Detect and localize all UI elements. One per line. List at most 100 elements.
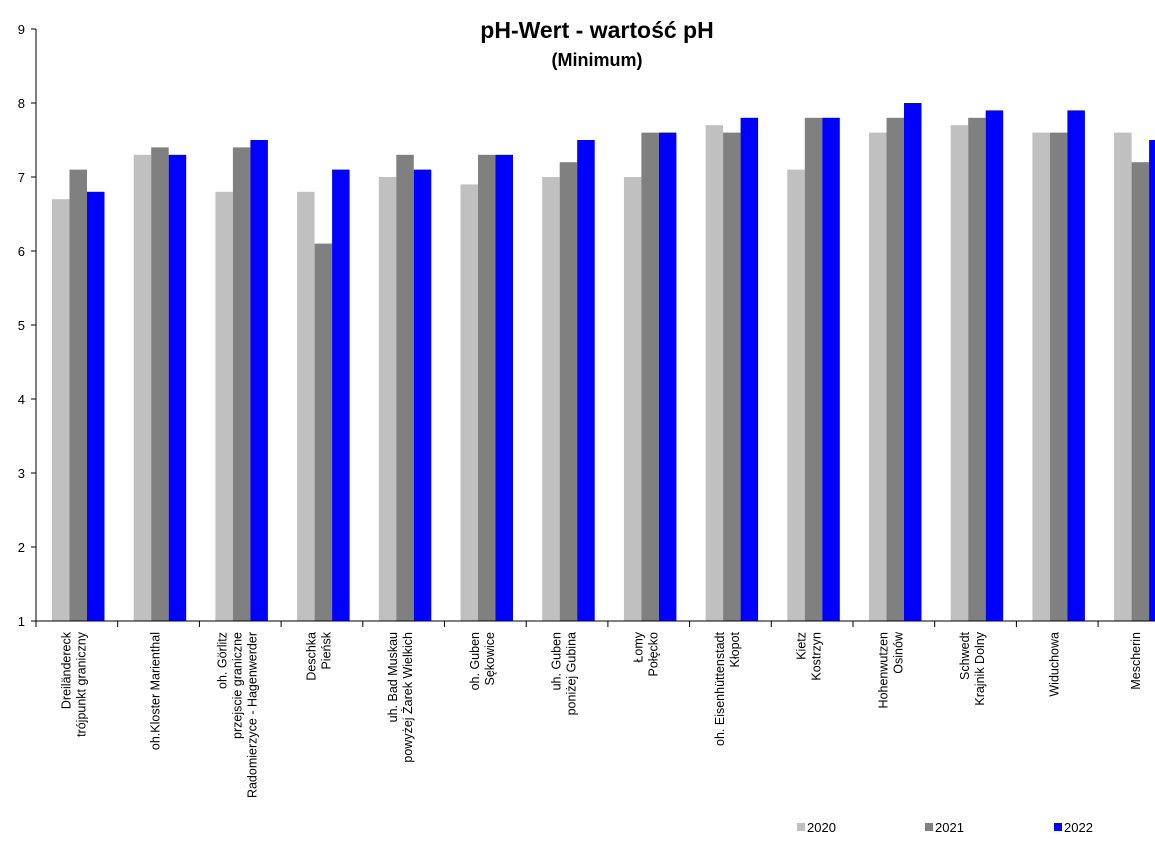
y-tick-label-4: 4 [18, 392, 25, 407]
chart-subtitle: (Minimum) [552, 50, 643, 70]
x-category-12: Widuchowa [1047, 632, 1061, 697]
bar-2021-1 [151, 147, 169, 621]
x-category-label-13-0: Mescherin [1129, 632, 1143, 690]
bar-2021-11 [968, 117, 986, 622]
legend-label-2022: 2022 [1064, 820, 1093, 835]
legend-label-2020: 2020 [807, 820, 836, 835]
bar-2022-12 [1067, 110, 1085, 622]
bar-2020-7 [623, 177, 642, 621]
bar-2021-7 [641, 132, 659, 621]
x-category-labels: Dreiländereck trójpunkt graniczny oh.Klost… [59, 631, 1143, 798]
y-tick-label-7: 7 [18, 170, 25, 185]
x-category-6: uh. Guben poniżej Gubina [550, 632, 579, 715]
x-category-label-11-0: Schwedt [958, 631, 972, 679]
bar-2022-8 [740, 117, 759, 622]
y-tick-label-3: 3 [18, 466, 25, 481]
x-category-label-5-1: Sękowice [483, 632, 497, 686]
x-category-label-6-0: uh. Guben [550, 632, 564, 690]
x-category-0: Dreiländereck trójpunkt graniczny [59, 631, 88, 737]
bar-2022-4 [413, 169, 432, 621]
x-category-11: Schwedt Krajnik Dolny [958, 631, 987, 705]
bar-2020-11 [950, 125, 969, 621]
x-category-label-11-1: Krajnik Dolny [973, 631, 987, 705]
x-category-label-3-0: Deschka [305, 632, 319, 681]
legend: 2020 2021 2022 [797, 820, 1093, 835]
bars-group [52, 103, 1155, 622]
x-category-label-2-2: Radomierzyce - Hagenwerder [245, 632, 259, 798]
bar-2021-5 [478, 154, 496, 622]
legend-swatch-2022 [1054, 823, 1062, 831]
x-category-label-0-0: Dreiländereck [59, 631, 73, 709]
bar-2020-9 [787, 169, 805, 621]
x-category-label-12-0: Widuchowa [1047, 632, 1061, 697]
bar-2022-11 [985, 110, 1004, 622]
y-tick-label-9: 9 [18, 22, 25, 37]
bar-2022-2 [250, 140, 268, 621]
bar-2021-2 [232, 147, 251, 621]
legend-label-2021: 2021 [935, 820, 964, 835]
x-category-3: Deschka Pieńsk [305, 631, 334, 680]
bar-2020-3 [297, 191, 315, 622]
bar-2020-6 [542, 177, 560, 621]
x-category-4: uh. Bad Muskau powyżej Żarek Wielkich [386, 632, 415, 763]
x-category-label-9-0: Kietz [795, 632, 809, 660]
axes-group [31, 28, 1155, 627]
bar-2021-10 [886, 117, 904, 622]
bar-2020-8 [705, 125, 724, 621]
bar-2020-10 [869, 132, 887, 621]
x-category-label-9-1: Kostrzyn [810, 632, 824, 681]
y-tick-label-1: 1 [18, 614, 25, 629]
bar-2020-13 [1114, 132, 1132, 621]
bar-2021-0 [69, 169, 87, 621]
x-category-10: Hohenwutzen Osinów [876, 631, 905, 708]
chart-title: pH-Wert - wartość pH [480, 17, 713, 43]
x-category-label-2-0: oh. Görlitz [215, 632, 229, 689]
bar-2020-12 [1032, 132, 1050, 621]
bar-2022-13 [1149, 140, 1155, 621]
bar-2020-2 [215, 191, 233, 622]
x-category-label-5-0: oh. Guben [468, 632, 482, 690]
bar-2022-1 [168, 154, 187, 622]
y-tick-label-2: 2 [18, 540, 25, 555]
bar-2021-12 [1049, 132, 1068, 621]
x-category-label-4-1: powyżej Żarek Wielkich [401, 632, 415, 763]
y-tick-label-5: 5 [18, 318, 25, 333]
legend-swatch-2021 [925, 823, 933, 831]
bar-2022-7 [658, 132, 677, 621]
x-category-9: Kietz Kostrzyn [795, 632, 824, 681]
y-tick-label-6: 6 [18, 244, 25, 259]
bar-2022-0 [87, 191, 105, 622]
x-category-label-0-1: trójpunkt graniczny [74, 631, 88, 737]
bar-2021-8 [723, 132, 741, 621]
x-category-label-6-1: poniżej Gubina [565, 632, 579, 715]
y-tick-label-8: 8 [18, 96, 25, 111]
bar-2022-3 [332, 169, 350, 621]
x-category-1: oh.Kloster Marienthal [149, 632, 163, 750]
bar-2020-1 [133, 154, 152, 622]
x-category-8: oh. Eisenhüttenstadt Kłopot [713, 631, 742, 746]
bar-2022-9 [822, 117, 840, 622]
bar-2022-5 [495, 154, 513, 622]
bar-2021-9 [804, 117, 823, 622]
bar-2021-13 [1131, 162, 1150, 621]
x-category-label-8-1: Kłopot [728, 631, 742, 667]
x-category-label-10-0: Hohenwutzen [876, 632, 890, 708]
x-category-label-1-0: oh.Kloster Marienthal [149, 632, 163, 750]
bar-2022-6 [577, 140, 595, 621]
bar-2021-3 [314, 243, 333, 621]
bar-2022-10 [904, 103, 922, 621]
x-category-label-2-1: przejscie graniczne [230, 632, 244, 739]
x-category-label-7-0: Łomy [631, 631, 645, 662]
bar-2021-6 [559, 162, 578, 621]
legend-swatch-2020 [797, 823, 805, 831]
x-category-label-4-0: uh. Bad Muskau [386, 632, 400, 722]
x-category-label-8-0: oh. Eisenhüttenstadt [713, 631, 727, 745]
bar-2020-5 [460, 184, 478, 621]
x-category-2: oh. Görlitz przejscie graniczne Radomierzy… [215, 632, 259, 798]
bar-2020-0 [52, 199, 70, 621]
y-tick-labels: 1 2 3 4 5 6 7 8 9 [18, 22, 25, 629]
bar-2021-4 [396, 154, 414, 622]
bar-2020-4 [378, 177, 397, 621]
x-category-label-10-1: Osinów [891, 631, 905, 674]
